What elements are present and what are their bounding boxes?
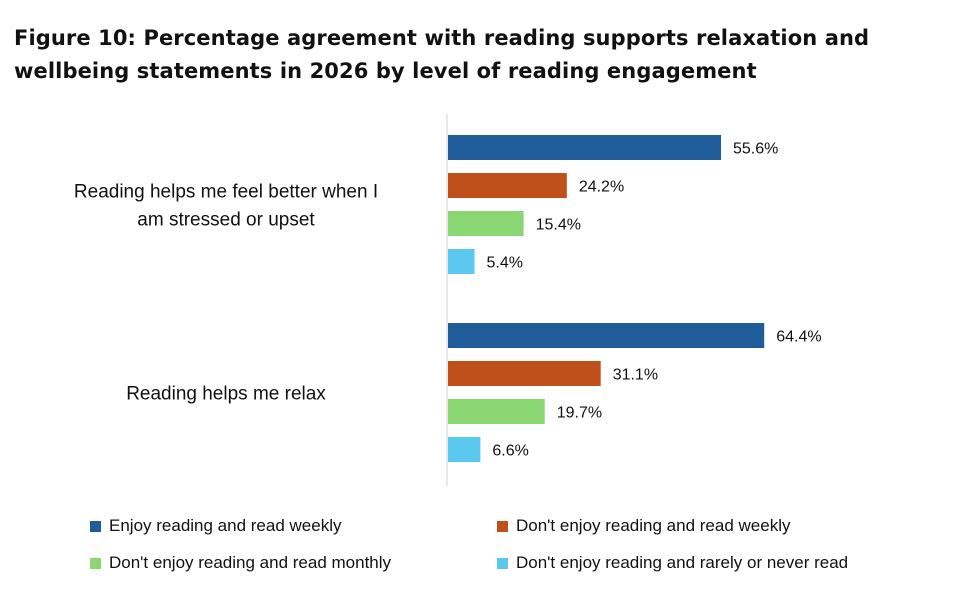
category-label-line: am stressed or upset: [137, 210, 315, 231]
category-label-line: Reading helps me relax: [126, 384, 326, 405]
category-label: Reading helps me relax: [126, 384, 326, 405]
bar: [448, 249, 475, 274]
data-label: 31.1%: [613, 367, 658, 384]
bar: [448, 323, 765, 348]
category-label-line: Reading helps me feel better when I: [74, 182, 378, 203]
data-label: 5.4%: [487, 255, 523, 272]
data-label: 15.4%: [536, 217, 581, 234]
category-label: Reading helps me feel better when I am st…: [74, 182, 378, 231]
data-label: 64.4%: [776, 329, 821, 346]
bar: [448, 437, 481, 462]
bar: [448, 399, 545, 424]
data-label: 19.7%: [557, 405, 602, 422]
bar: [448, 211, 524, 236]
bar: [448, 173, 567, 198]
data-label: 24.2%: [579, 179, 624, 196]
chart-title: Figure 10: Percentage agreement with rea…: [14, 26, 870, 83]
bar: [448, 361, 601, 386]
bar: [448, 135, 721, 160]
data-label: 6.6%: [492, 443, 528, 460]
data-label: 55.6%: [733, 141, 778, 158]
